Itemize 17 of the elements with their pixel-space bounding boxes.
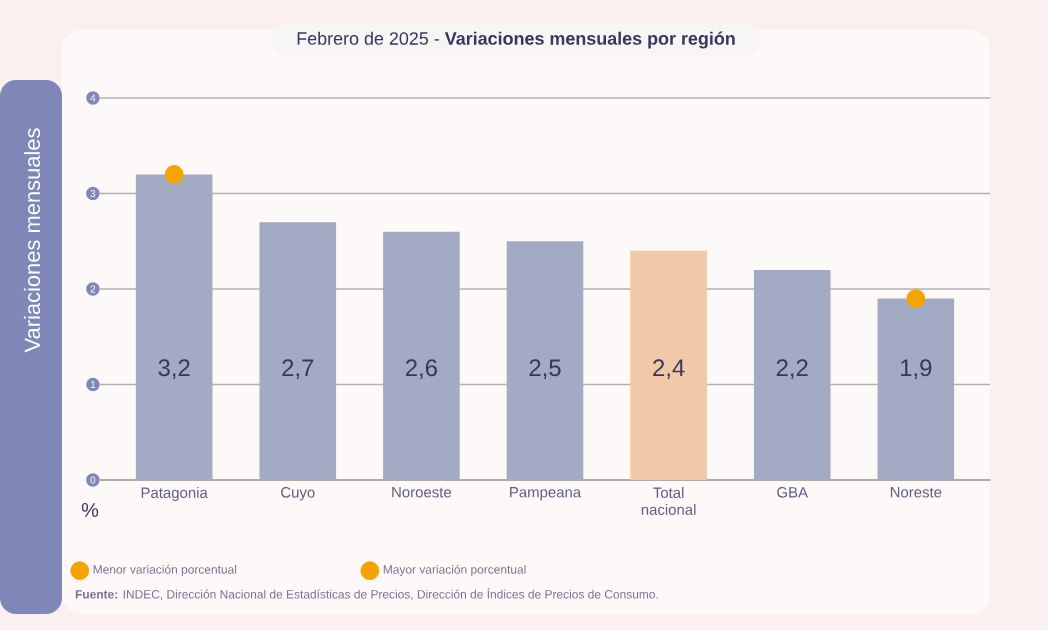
data-label: 2,7 [282,359,314,380]
data-label: 1,9 [901,359,932,380]
bar [135,174,213,480]
bar [506,241,584,480]
bar [383,231,460,480]
text: % [81,503,99,517]
data-label: 2,5 [529,359,561,380]
data-label: 2,4 [653,359,685,380]
bar [630,250,707,480]
bar [259,222,337,480]
bar [753,269,831,480]
data-label: 3,2 [158,359,190,380]
data-label: 2,6 [405,359,437,380]
chart-title: Febrero de 2025 - Variaciones mensuales por región [297,31,735,49]
bar [877,298,955,480]
data-label: 2,2 [776,359,808,380]
y-axis-title: Variaciones mensuales [23,128,41,353]
